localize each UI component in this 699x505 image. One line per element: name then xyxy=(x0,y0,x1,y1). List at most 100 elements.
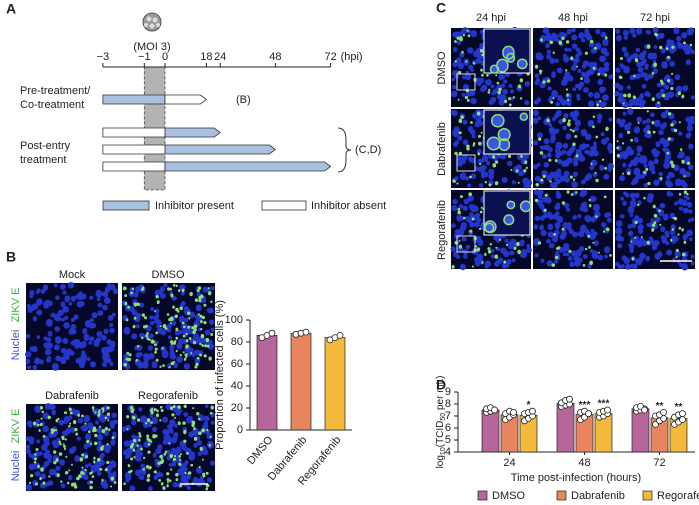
y-axis-title-part: 50 xyxy=(440,413,447,421)
nuclei xyxy=(121,283,215,370)
brace xyxy=(337,127,352,173)
stain-label: ZIKV E xyxy=(10,288,22,323)
zikv-stain xyxy=(630,190,689,261)
panel-label: A xyxy=(6,1,16,17)
timeline-unit: (hpi) xyxy=(341,51,363,63)
timeline-label: 48 xyxy=(269,51,281,63)
bar xyxy=(556,403,575,453)
zikv-stain xyxy=(28,405,117,490)
row-label: Post-entry xyxy=(20,140,71,152)
image-label: Mock xyxy=(59,269,86,281)
x-tick-label: DMSO xyxy=(245,434,276,467)
legend-label: Inhibitor absent xyxy=(311,200,386,212)
row-ref: (B) xyxy=(236,94,251,106)
legend-swatch xyxy=(556,490,567,501)
bar xyxy=(481,409,500,453)
data-point xyxy=(268,329,276,337)
treatment-bar xyxy=(164,94,208,105)
timeline-label: −1 xyxy=(138,51,151,63)
panel-label: B xyxy=(6,249,16,265)
treatment-bar xyxy=(164,127,221,138)
panel-label: D xyxy=(436,377,446,393)
bar xyxy=(256,335,278,431)
image-label: Dabrafenib xyxy=(45,390,99,402)
inset-box xyxy=(456,235,476,253)
nuclei xyxy=(616,108,695,189)
column-label: 72 hpi xyxy=(640,12,670,24)
row-label: Regorafenib xyxy=(436,200,448,260)
data-point xyxy=(302,328,310,336)
data-point xyxy=(585,410,592,418)
nuclei xyxy=(614,190,695,271)
zoom-cells xyxy=(486,112,529,152)
treatment-bar xyxy=(164,161,332,172)
legend-swatch xyxy=(261,200,307,211)
legend-swatch xyxy=(477,490,488,501)
virus-icon xyxy=(142,12,162,32)
y-tick-label: 8 xyxy=(445,398,451,410)
data-point xyxy=(679,410,686,418)
treatment-bar xyxy=(102,94,166,105)
legend-label: DMSO xyxy=(492,490,525,502)
legend-label: Regorafenib xyxy=(657,490,699,502)
column-label: 48 hpi xyxy=(558,12,588,24)
timeline-label: 0 xyxy=(162,51,168,63)
nuclei xyxy=(450,26,531,106)
timeline-label: 18 xyxy=(200,51,212,63)
y-tick-label: 9 xyxy=(445,386,451,398)
data-point xyxy=(604,406,611,414)
bar xyxy=(324,337,346,431)
y-tick-label: 4 xyxy=(445,446,451,458)
zikv-stain xyxy=(454,28,530,107)
bar xyxy=(631,408,650,453)
y-axis-title-part: per mL) xyxy=(435,376,446,413)
y-axis-title-part: 10 xyxy=(440,447,447,455)
data-point xyxy=(491,406,498,414)
row-label: Dabrafenib xyxy=(436,122,448,176)
moi-label: (MOI 3) xyxy=(133,41,170,53)
data-point xyxy=(529,407,536,415)
y-axis-title: Proportion of infected cells (%) xyxy=(214,300,226,450)
x-axis-title: Time post-infection (hours) xyxy=(511,472,641,484)
nuclei xyxy=(532,109,614,189)
y-tick-label: 7 xyxy=(445,410,451,422)
treatment-bar xyxy=(102,144,166,155)
significance: * xyxy=(527,400,531,411)
significance: *** xyxy=(598,399,610,410)
bar xyxy=(290,332,312,431)
x-tick-label: 24 xyxy=(503,457,515,469)
y-tick-label: 20 xyxy=(231,402,243,414)
treatment-bar xyxy=(102,127,166,138)
y-axis-title-part: log xyxy=(435,455,446,468)
timeline-label: 72 xyxy=(324,51,336,63)
row-label: Co-treatment xyxy=(20,99,84,111)
significance: ** xyxy=(675,402,683,413)
panel-label: C xyxy=(436,0,446,16)
data-point xyxy=(336,331,344,339)
nuclei xyxy=(25,281,118,371)
inset-box xyxy=(456,154,476,172)
legend-swatch xyxy=(642,490,653,501)
zoom-cells xyxy=(489,45,528,74)
zikv-stain xyxy=(616,110,691,186)
image-label: DMSO xyxy=(152,269,185,281)
column-label: 24 hpi xyxy=(476,12,506,24)
x-tick-label: 48 xyxy=(578,457,590,469)
stain-label: ZIKV E xyxy=(10,409,22,444)
timeline-label: −3 xyxy=(97,51,110,63)
zikv-stain xyxy=(535,115,609,187)
y-tick-label: 6 xyxy=(445,422,451,434)
y-tick-label: 40 xyxy=(231,380,243,392)
inset-box xyxy=(456,73,476,91)
treatment-bar xyxy=(102,161,166,172)
zikv-stain xyxy=(123,404,214,491)
image-label: Regorafenib xyxy=(138,390,198,402)
nuclei xyxy=(533,189,612,269)
zikv-stain xyxy=(452,109,530,187)
legend-swatch xyxy=(102,200,150,211)
data-point xyxy=(566,395,573,403)
nuclei xyxy=(121,403,216,492)
y-tick-label: 80 xyxy=(231,336,243,348)
y-tick-label: 60 xyxy=(231,358,243,370)
